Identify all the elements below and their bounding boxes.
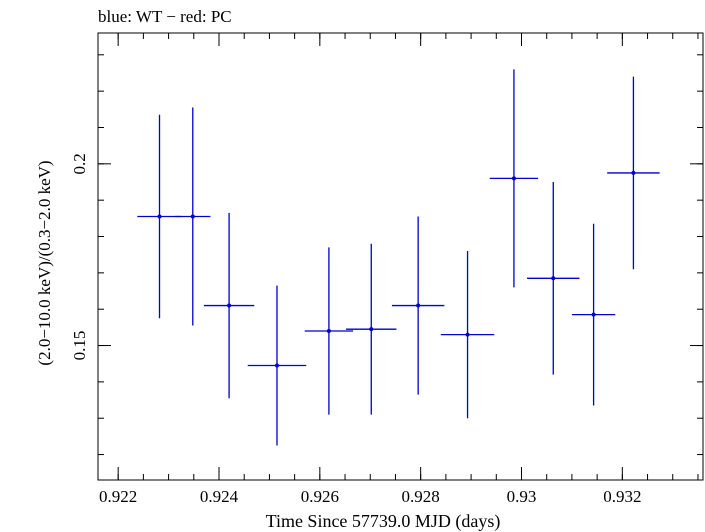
point-marker	[369, 327, 374, 332]
y-tick-labels: 0.15 0.2	[70, 153, 89, 360]
y-tick-label: 0.15	[70, 331, 89, 361]
x-tick-labels: 0.922 0.924 0.926 0.928 0.93 0.932	[99, 487, 641, 506]
point-marker	[631, 170, 636, 175]
point-marker	[326, 329, 331, 333]
plot-frame	[97, 32, 704, 481]
x-tick-label: 0.93	[507, 487, 537, 506]
x-tick-label: 0.924	[200, 487, 239, 506]
data-point	[304, 247, 354, 415]
point-marker	[591, 312, 596, 317]
point-marker	[227, 303, 232, 308]
chart-title: blue: WT − red: PC	[98, 7, 232, 26]
data-point	[203, 212, 255, 399]
y-tick-label: 0.2	[70, 153, 89, 174]
point-marker	[551, 276, 556, 281]
y-axis-label: (2.0−10.0 keV)/(0.3−2.0 keV)	[35, 160, 54, 365]
x-tick-label: 0.932	[603, 487, 641, 506]
axis-ticks	[98, 33, 703, 480]
point-marker	[416, 303, 421, 308]
x-axis-label: Time Since 57739.0 MJD (days)	[266, 511, 501, 532]
data-point	[607, 76, 660, 270]
data-point	[175, 107, 211, 326]
data-point	[247, 285, 307, 446]
data-point	[346, 243, 397, 415]
point-marker	[157, 214, 162, 219]
data-point	[571, 223, 616, 406]
x-tick-label: 0.928	[402, 487, 440, 506]
point-marker	[511, 176, 516, 181]
x-tick-label: 0.926	[301, 487, 339, 506]
data-point	[440, 251, 495, 419]
data-point	[391, 216, 445, 395]
data-point	[489, 69, 539, 288]
x-tick-label: 0.922	[99, 487, 137, 506]
point-marker	[274, 363, 279, 368]
point-marker	[465, 332, 470, 337]
data-point	[137, 114, 182, 319]
data-point	[527, 182, 580, 375]
data-points	[137, 69, 660, 446]
point-marker	[190, 214, 195, 219]
